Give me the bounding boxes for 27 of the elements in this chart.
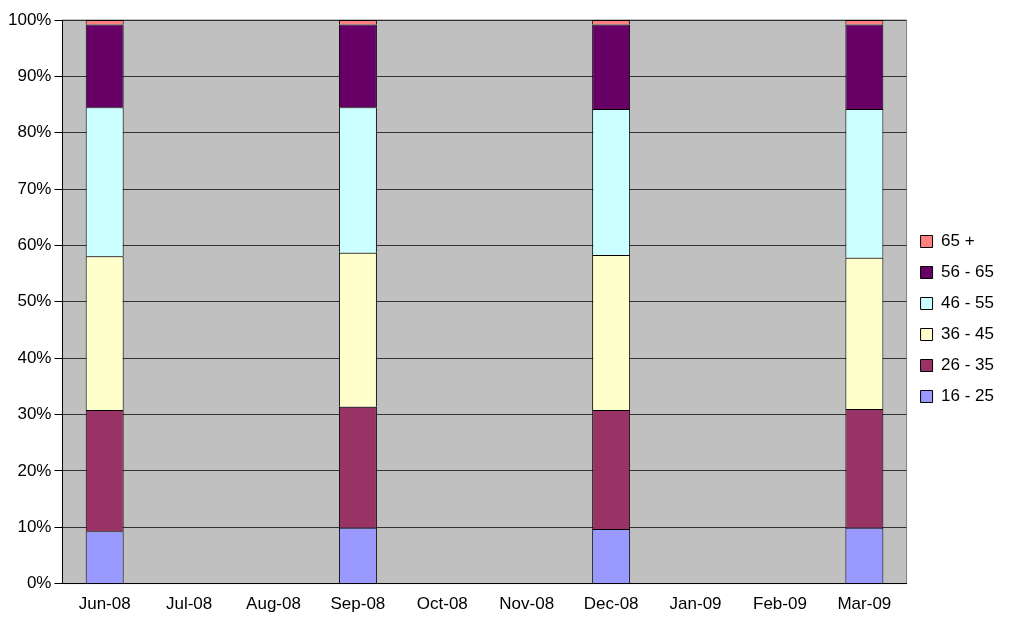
x-tick-label: Mar-09 [837,594,892,614]
legend-label: 46 - 55 [941,293,995,313]
y-tick-label: 50% [17,291,52,311]
y-tick-label: 20% [17,460,52,480]
y-tick-label: 60% [17,235,52,255]
legend-label: 36 - 45 [941,324,995,344]
y-tick-label: 100% [8,9,52,29]
x-tick-label: Oct-08 [416,594,468,614]
x-tick-label: Jan-09 [669,594,722,614]
legend-label: 16 - 25 [941,386,995,406]
y-tick-label: 80% [17,122,52,142]
y-tick-label: 40% [17,347,52,367]
x-tick-label: Sep-08 [330,594,386,614]
y-tick-label: 30% [17,404,52,424]
legend-label: 56 - 65 [941,262,995,282]
legend-label: 65 + [941,231,975,251]
y-tick-label: 70% [17,178,52,198]
x-tick-label: Jul-08 [165,594,213,614]
x-tick-label: Feb-09 [753,594,807,614]
y-tick-label: 10% [17,516,52,536]
y-tick-label: 90% [17,66,52,86]
legend-label: 26 - 35 [941,355,995,375]
x-tick-label: Aug-08 [246,594,301,614]
y-tick-label: 0% [26,573,52,593]
x-tick-label: Jun-08 [78,594,131,614]
x-tick-label: Nov-08 [499,594,555,614]
x-tick-label: Dec-08 [583,594,639,614]
